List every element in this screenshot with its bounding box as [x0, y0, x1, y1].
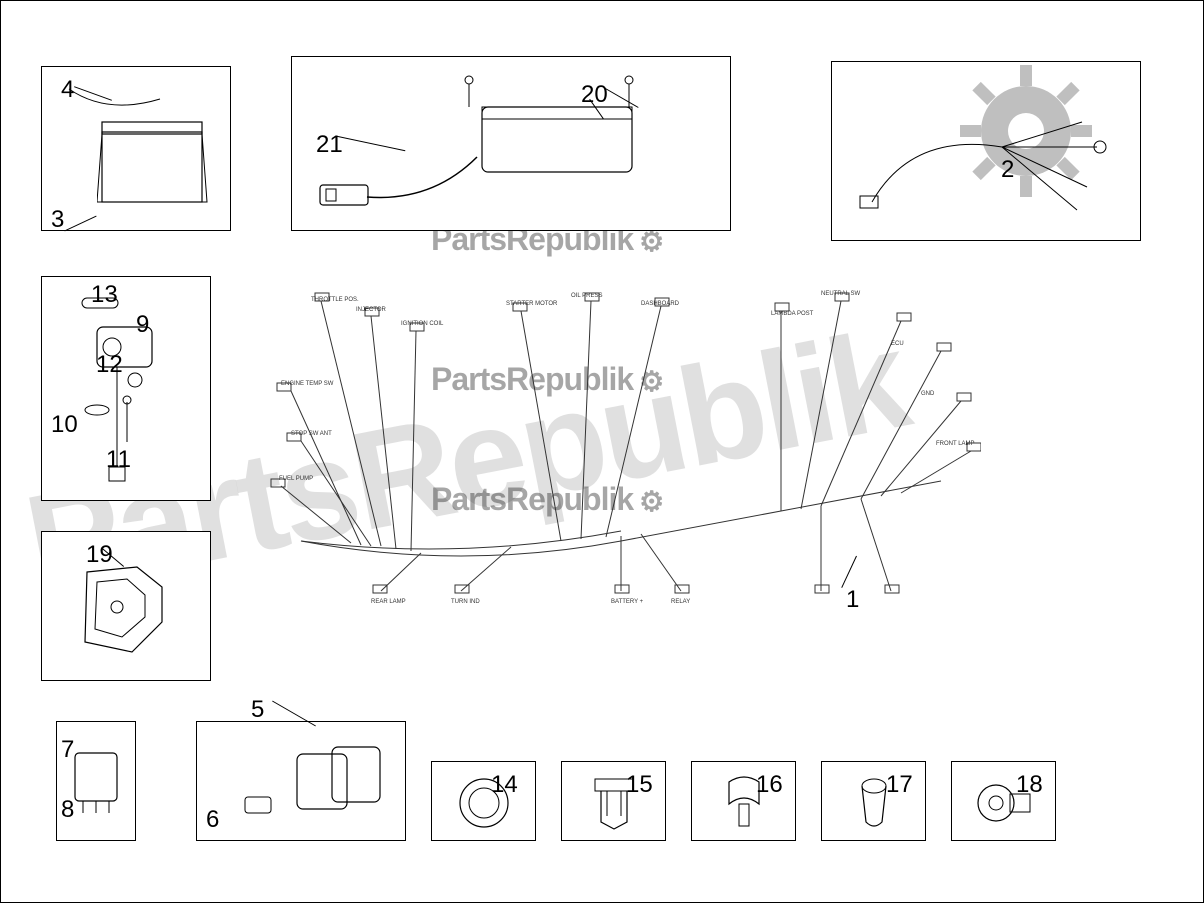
harness-branch-label: LAMBDA POST: [771, 311, 813, 317]
callout-14: 14: [491, 771, 518, 799]
harness-branch-label: OIL PRESS: [571, 293, 602, 299]
part-box-2: [831, 61, 1141, 241]
wire-icon: [67, 87, 162, 117]
callout-9: 9: [136, 311, 149, 339]
part-box-19: [41, 531, 211, 681]
callout-20: 20: [581, 81, 608, 109]
bracket-icon: [67, 557, 187, 662]
callout-12: 12: [96, 351, 123, 379]
harness-branch-label: FRONT LAMP: [936, 441, 975, 447]
callout-11: 11: [106, 446, 131, 474]
harness-branch-label: DASHBOARD: [641, 301, 679, 307]
harness-branch-label: STARTER MOTOR: [506, 301, 557, 307]
callout-2: 2: [1001, 156, 1014, 184]
diagram-frame: PartsRepublik PartsRepublik⚙ PartsRepubl…: [0, 0, 1204, 903]
callout-6: 6: [206, 806, 219, 834]
battery-icon: [97, 112, 217, 212]
harness-branch-label: FUEL PUMP: [279, 476, 313, 482]
callout-18: 18: [1016, 771, 1043, 799]
callout-1: 1: [846, 586, 859, 614]
harness-branch-label: STOP SW ANT: [291, 431, 332, 437]
screw-icon: [462, 75, 476, 109]
callout-13: 13: [91, 281, 118, 309]
harness-branch-label: NEUTRAL SW: [821, 291, 860, 297]
harness-branch-label: INJECTOR: [356, 307, 386, 313]
callout-19: 19: [86, 541, 113, 569]
callout-21: 21: [316, 131, 343, 159]
harness-branch-label: THROTTLE POS.: [311, 297, 359, 303]
connector-icon: [237, 742, 387, 827]
wiring-icon: [852, 92, 1122, 222]
screw-icon: [622, 75, 636, 109]
callout-8: 8: [61, 796, 74, 824]
callout-17: 17: [886, 771, 913, 799]
cable-icon: [312, 152, 482, 207]
harness-branch-label: ECU: [891, 341, 904, 347]
harness-branch-label: ENGINE TEMP SW: [281, 381, 333, 387]
part-box-20-21: [291, 56, 731, 231]
part-box-5-6: [196, 721, 406, 841]
callout-10: 10: [51, 411, 78, 439]
harness-branch-label: BATTERY +: [611, 599, 643, 605]
harness-branch-label: REAR LAMP: [371, 599, 406, 605]
callout-7: 7: [61, 736, 74, 764]
callout-16: 16: [756, 771, 783, 799]
part-box-14: [431, 761, 536, 841]
harness-branch-label: IGNITION COIL: [401, 321, 443, 327]
harness-branch-label: GND: [921, 391, 934, 397]
harness-branch-label: RELAY: [671, 599, 690, 605]
callout-15: 15: [626, 771, 653, 799]
callout-5: 5: [251, 696, 264, 724]
callout-4: 4: [61, 76, 74, 104]
callout-3: 3: [51, 206, 64, 234]
relay-icon: [69, 747, 124, 822]
harness-branch-label: TURN IND: [451, 599, 480, 605]
